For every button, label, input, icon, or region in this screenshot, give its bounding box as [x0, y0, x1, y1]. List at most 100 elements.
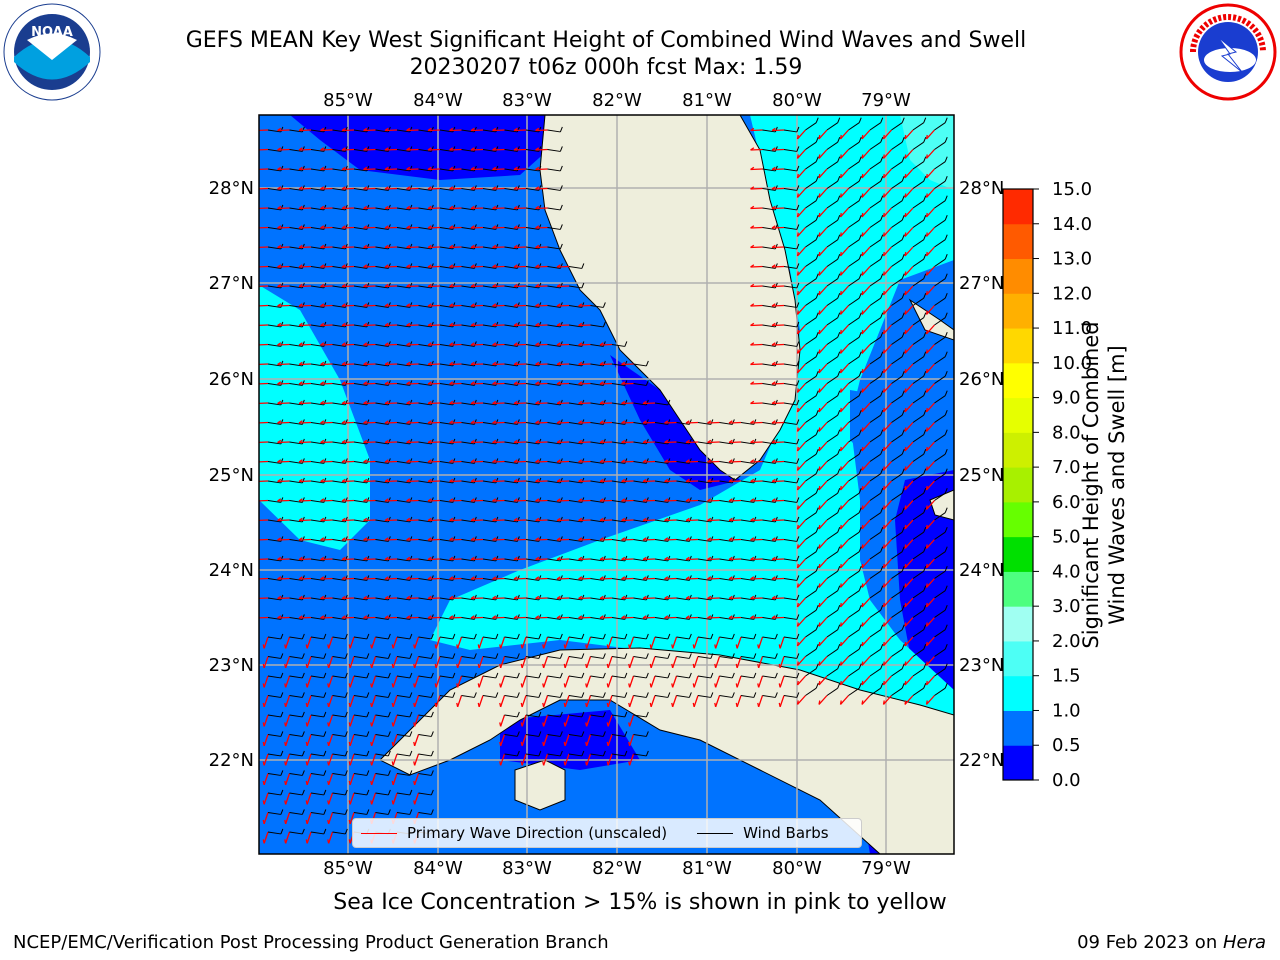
sea-ice-note: Sea Ice Concentration > 15% is shown in … — [333, 890, 947, 915]
wind-barb-flag — [409, 536, 413, 542]
wind-barb — [504, 675, 518, 679]
wave-arrow-head — [320, 303, 325, 307]
wave-arrow-head — [363, 244, 368, 249]
wave-arrow — [818, 558, 828, 569]
wave-arrow-head — [861, 583, 864, 588]
wave-arrow-head — [642, 576, 647, 580]
wind-barb — [697, 500, 711, 503]
wind-barb-flag — [753, 575, 757, 581]
wave-arrow-head — [470, 478, 475, 483]
wind-barb — [719, 675, 733, 679]
wind-barb-flag — [366, 789, 370, 796]
wave-arrow-head — [277, 537, 282, 541]
wind-barb — [654, 441, 668, 445]
wind-barb-flag — [538, 458, 542, 464]
wave-arrow-head — [728, 517, 733, 522]
wave-arrow-head — [348, 780, 351, 785]
wind-barb — [375, 714, 389, 718]
wave-arrow — [926, 344, 935, 354]
wave-arrow-head — [839, 212, 842, 218]
wave-arrow-head — [925, 368, 928, 374]
wave-arrow — [629, 636, 635, 649]
wave-arrow-head — [778, 683, 781, 688]
wave-arrow-head — [406, 244, 411, 249]
wave-arrow-head — [882, 173, 885, 179]
wind-barb — [267, 695, 281, 698]
wind-barb — [547, 480, 561, 484]
wind-barb — [783, 168, 797, 172]
wave-arrow — [883, 305, 892, 315]
wind-barb-flag — [901, 429, 905, 435]
wind-barb — [332, 149, 346, 152]
wave-arrow-head — [492, 615, 497, 619]
wind-barb-flag — [387, 185, 391, 191]
wind-barb-flag — [366, 302, 370, 308]
wind-barb — [912, 336, 925, 345]
wind-barb — [418, 792, 432, 796]
wind-barb — [891, 219, 903, 228]
wind-barb-flag — [645, 731, 649, 737]
wind-barb-flag — [559, 282, 563, 289]
wave-arrow-head — [882, 329, 885, 335]
wind-barb-flag — [815, 448, 819, 455]
wind-barb-flag — [387, 419, 391, 425]
wind-barb-flag — [923, 507, 927, 513]
wave-arrow-head — [427, 147, 432, 151]
wind-barb-flag — [923, 390, 927, 396]
wave-arrow-head — [818, 661, 821, 666]
wind-barb-flag — [559, 360, 563, 367]
wind-barb-flag — [344, 828, 348, 835]
wind-barb — [934, 336, 946, 345]
wave-arrow — [564, 714, 570, 727]
wave-arrow-head — [818, 583, 821, 588]
wind-barb-flag — [645, 614, 649, 620]
wind-barb-flag — [452, 672, 456, 679]
wind-barb-flag — [901, 468, 905, 474]
wind-barb-flag — [858, 429, 862, 435]
wind-barb-flag — [430, 204, 434, 211]
wave-arrow-head — [427, 342, 432, 346]
colorbar-tick-label: 0.0 — [1052, 770, 1081, 791]
wave-arrow-head — [298, 381, 303, 385]
wave-arrow-head — [341, 244, 346, 249]
wave-arrow-head — [341, 478, 346, 483]
wind-barb-flag — [344, 458, 348, 464]
wind-barb — [504, 324, 518, 328]
wind-barb — [375, 812, 389, 815]
wind-barb-flag — [858, 175, 862, 182]
wind-barb-flag — [538, 126, 542, 133]
wind-barb-flag — [901, 234, 905, 240]
wave-arrow-head — [449, 517, 454, 522]
wave-arrow-head — [904, 193, 907, 198]
wind-barb-flag — [366, 224, 370, 230]
wind-barb — [740, 695, 754, 698]
colorbar-swatch — [1003, 501, 1033, 538]
wave-arrow-head — [406, 556, 411, 561]
wind-barb-flag — [301, 380, 305, 386]
wave-arrow-head — [796, 680, 799, 686]
wave-arrow-head — [277, 498, 282, 502]
wave-arrow-head — [298, 400, 303, 405]
wave-arrow-head — [427, 244, 432, 249]
wave-arrow — [306, 636, 312, 649]
wind-barb — [611, 578, 625, 581]
wave-arrow-head — [470, 166, 475, 171]
wind-barb-flag — [366, 555, 370, 562]
wind-barb — [912, 609, 925, 618]
wave-arrow-head — [628, 761, 631, 766]
wind-barb — [482, 383, 496, 386]
wave-arrow — [285, 636, 291, 649]
wave-arrow-head — [642, 595, 647, 600]
wind-barb — [289, 695, 303, 698]
wind-barb-flag — [774, 614, 778, 620]
wind-barb-flag — [452, 224, 456, 230]
wind-barb — [504, 227, 518, 230]
wind-barb — [310, 266, 324, 269]
wave-arrow — [797, 129, 806, 140]
wind-barb-flag — [495, 341, 499, 347]
lon-label-bottom: 83°W — [502, 858, 552, 879]
wave-arrow-head — [771, 147, 776, 151]
wave-arrow — [840, 461, 849, 471]
wind-barb-flag — [858, 682, 862, 689]
wind-barb-flag — [366, 341, 370, 347]
